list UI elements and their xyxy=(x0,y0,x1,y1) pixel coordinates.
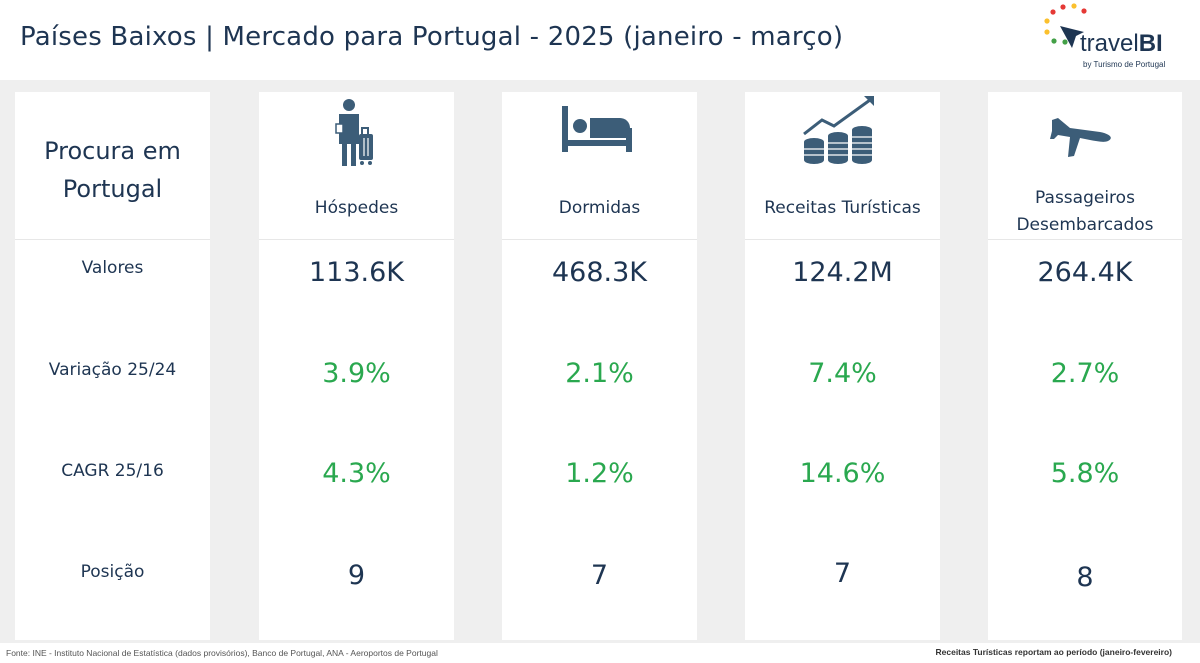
metric-variation: 2.1% xyxy=(565,358,634,389)
metric-label: Hóspedes xyxy=(314,198,399,218)
metric-cagr: 5.8% xyxy=(1050,458,1120,489)
row-label-variation: Variação 25/24 xyxy=(48,360,177,380)
metric-card-hospedes: Hóspedes 113.6K 3.9% 4.3% 9 xyxy=(259,92,454,640)
metric-card-dormidas: Dormidas 468.3K 2.1% 1.2% 7 xyxy=(502,92,697,640)
metric-variation: 7.4% xyxy=(808,358,877,389)
footer-note: Receitas Turísticas reportam ao período … xyxy=(935,647,1173,657)
label-panel: Procura em Portugal Valores Variação 25/… xyxy=(15,92,210,640)
divider xyxy=(502,239,697,240)
divider xyxy=(745,239,940,240)
section-heading: Procura em Portugal xyxy=(44,137,181,203)
row-label-values: Valores xyxy=(81,258,144,278)
bed-icon xyxy=(562,106,632,152)
metric-label: Passageiros Desembarcados xyxy=(1016,188,1154,235)
metric-value: 264.4K xyxy=(1037,257,1133,288)
metric-card-passageiros: Passageiros Desembarcados 264.4K 2.7% 5.… xyxy=(988,92,1182,640)
row-label-cagr: CAGR 25/16 xyxy=(61,461,164,481)
airplane-icon xyxy=(1050,118,1111,157)
metric-position: 9 xyxy=(347,560,366,591)
divider xyxy=(988,239,1182,240)
travelbi-logo: travelBI by Turismo de Portugal xyxy=(1040,2,1180,74)
metric-position: 7 xyxy=(833,558,852,589)
row-label-position: Posição xyxy=(80,562,145,582)
metric-value: 124.2M xyxy=(792,257,893,288)
coins-growth-icon xyxy=(803,96,874,164)
metric-label: Dormidas xyxy=(558,198,641,218)
divider xyxy=(259,239,454,240)
metric-value: 468.3K xyxy=(551,257,647,288)
metric-variation: 3.9% xyxy=(322,358,391,389)
metric-cagr: 1.2% xyxy=(565,458,634,489)
traveler-luggage-icon xyxy=(335,99,373,166)
metric-variation: 2.7% xyxy=(1050,358,1120,389)
footer-source: Fonte: INE - Instituto Nacional de Estat… xyxy=(6,648,438,658)
metric-cagr: 4.3% xyxy=(322,458,391,489)
logo-subtitle: by Turismo de Portugal xyxy=(1083,60,1166,69)
metric-position: 8 xyxy=(1076,562,1094,593)
metric-card-receitas: Receitas Turísticas 124.2M 7.4% 14.6% 7 xyxy=(745,92,940,640)
logo-dots-icon xyxy=(1044,3,1087,48)
logo-text-bold: BI xyxy=(1138,30,1163,57)
metric-label: Receitas Turísticas xyxy=(764,198,921,218)
metric-value: 113.6K xyxy=(308,257,404,288)
logo-text: travel xyxy=(1080,30,1139,57)
metric-position: 7 xyxy=(590,560,609,591)
page-title: Países Baixos | Mercado para Portugal - … xyxy=(20,22,844,52)
divider xyxy=(15,239,210,240)
metric-cagr: 14.6% xyxy=(799,458,886,489)
